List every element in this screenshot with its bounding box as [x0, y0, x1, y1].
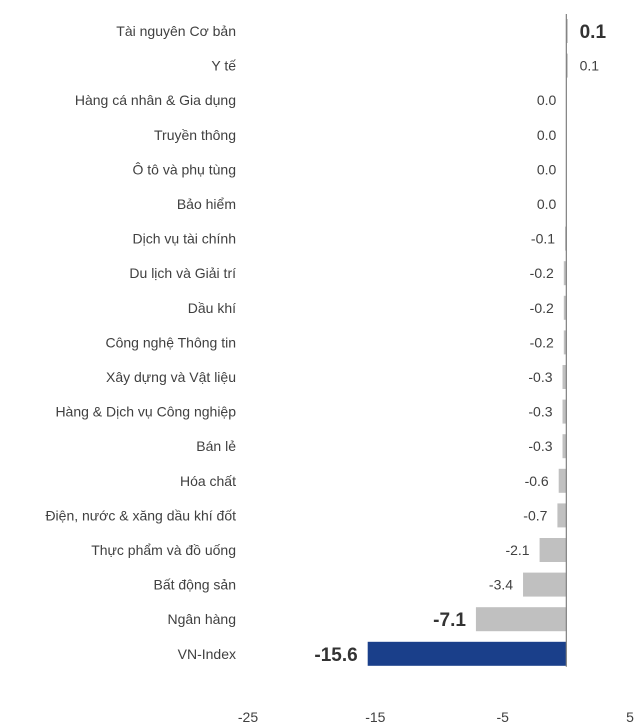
category-label: Hàng & Dịch vụ Công nghiệp	[55, 404, 236, 420]
category-label: Xây dựng và Vật liệu	[106, 369, 236, 385]
category-label: Hàng cá nhân & Gia dụng	[75, 92, 236, 108]
category-label: Hóa chất	[180, 473, 236, 489]
category-label: Ngân hàng	[167, 611, 236, 627]
x-tick-label: -25	[238, 709, 258, 725]
x-axis-ticks-group: -25 -15 -5 5	[238, 709, 634, 725]
value-label: 0.1	[580, 58, 600, 74]
value-label: -0.2	[530, 334, 554, 350]
category-label: Dầu khí	[188, 300, 236, 316]
value-label: -0.3	[528, 404, 552, 420]
bar	[562, 434, 567, 459]
value-label: 0.0	[537, 92, 557, 108]
bar	[566, 19, 568, 43]
category-label: Bán lẻ	[196, 438, 236, 454]
value-label: 0.0	[537, 161, 557, 177]
value-label: -0.3	[528, 438, 552, 454]
category-labels-group: Tài nguyên Cơ bản Y tế Hàng cá nhân & Gia …	[45, 23, 236, 662]
value-label: -0.2	[530, 265, 554, 281]
bar	[562, 399, 567, 424]
category-label: Dịch vụ tài chính	[133, 231, 237, 247]
value-label: -0.1	[531, 231, 555, 247]
x-tick-label: 5	[626, 709, 634, 725]
value-label: -3.4	[489, 577, 513, 593]
bar	[558, 468, 567, 493]
x-tick-label: -15	[365, 709, 385, 725]
value-label: -0.2	[530, 300, 554, 316]
category-label: Truyền thông	[154, 127, 236, 143]
bar	[539, 538, 567, 562]
value-label: -0.6	[525, 473, 549, 489]
bar	[523, 572, 567, 597]
value-label: -7.1	[433, 610, 466, 631]
category-label: Bảo hiểm	[177, 196, 236, 212]
category-label: VN-Index	[178, 646, 236, 662]
bars-group	[367, 19, 568, 666]
bar	[562, 365, 567, 389]
category-label: Ô tô và phụ tùng	[132, 161, 236, 177]
bar	[563, 295, 567, 320]
value-labels-group: 0.1 0.1 0.0 0.0 0.0 0.0 -0.1 -0.2 -0.2 -0.2 -0.3 -0…	[314, 22, 606, 666]
category-label: Du lịch và Giải trí	[129, 265, 236, 281]
bar	[566, 53, 568, 78]
bar	[563, 261, 567, 286]
value-label: 0.1	[580, 22, 607, 43]
value-label: -2.1	[505, 542, 529, 558]
category-label: Y tế	[211, 58, 236, 74]
category-label: Bất động sản	[153, 577, 236, 593]
value-label: 0.0	[537, 196, 557, 212]
bar	[563, 330, 567, 355]
value-label: 0.0	[537, 127, 557, 143]
bar	[557, 503, 567, 528]
category-label: Công nghệ Thông tin	[105, 334, 236, 350]
bar	[367, 641, 567, 666]
value-label: -0.3	[528, 369, 552, 385]
category-label: Tài nguyên Cơ bản	[116, 23, 236, 39]
x-tick-label: -5	[496, 709, 509, 725]
category-label: Thực phẩm và đồ uống	[91, 542, 236, 558]
bar	[475, 607, 567, 632]
value-label: -0.7	[523, 507, 547, 523]
category-label: Điện, nước & xăng dầu khí đốt	[45, 507, 236, 523]
value-label: -15.6	[314, 645, 357, 666]
